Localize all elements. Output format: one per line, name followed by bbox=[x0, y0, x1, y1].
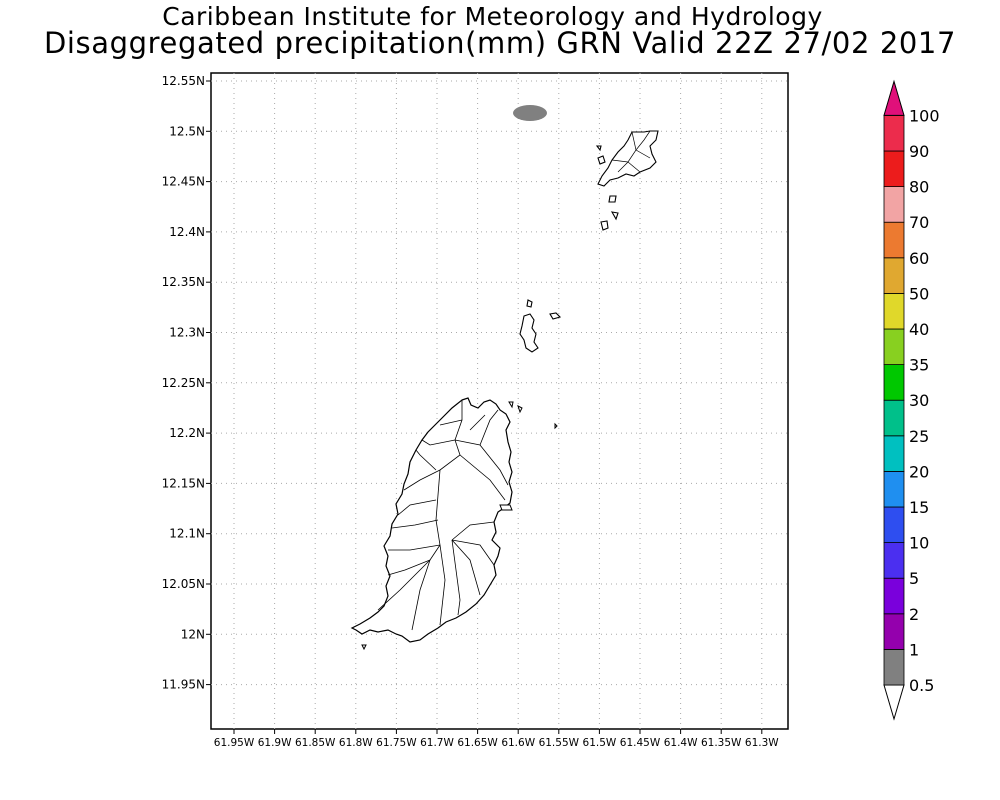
colorbar-label: 35 bbox=[909, 356, 929, 375]
colorbar-label: 50 bbox=[909, 284, 929, 303]
lon-tick-label: 61.4W bbox=[664, 737, 698, 749]
title-line-1: Caribbean Institute for Meteorology and … bbox=[162, 2, 823, 31]
colorbar-label: 5 bbox=[909, 569, 919, 588]
map-frame bbox=[210, 72, 789, 730]
colorbar-label: 20 bbox=[909, 462, 929, 481]
colorbar-segment bbox=[883, 257, 905, 294]
lat-tick-label: 12.25N bbox=[162, 376, 205, 390]
colorbar-low-triangle bbox=[883, 684, 905, 721]
lat-tick-label: 12.15N bbox=[162, 476, 205, 490]
colorbar-label: 100 bbox=[909, 106, 940, 125]
colorbar-label: 30 bbox=[909, 391, 929, 410]
watershed-lines bbox=[377, 400, 509, 631]
lat-tick-label: 12.05N bbox=[162, 577, 205, 591]
title-line-2: Disaggregated precipitation(mm) GRN Vali… bbox=[43, 26, 957, 60]
colorbar-segment bbox=[883, 292, 905, 330]
lat-tick-label: 12.4N bbox=[169, 225, 205, 239]
colorbar-label: 10 bbox=[909, 534, 929, 553]
colorbar-segment bbox=[883, 150, 905, 187]
colorbar-segment bbox=[883, 506, 905, 543]
colorbar-segment bbox=[883, 613, 905, 650]
lat-tick-label: 12N bbox=[181, 627, 205, 641]
lat-tick-label: 12.35N bbox=[162, 275, 205, 289]
lon-tick-label: 61.3W bbox=[745, 737, 779, 749]
colorbar-segment bbox=[883, 328, 905, 365]
colorbar-segment bbox=[883, 649, 905, 686]
colorbar-label: 1 bbox=[909, 640, 919, 659]
carriacou-island bbox=[595, 130, 659, 231]
colorbar-segment bbox=[883, 399, 905, 437]
colorbar-label: 70 bbox=[909, 213, 929, 232]
lon-tick-label: 61.55W bbox=[539, 737, 580, 749]
lat-tick-label: 11.95N bbox=[162, 678, 205, 692]
lon-tick-label: 61.45W bbox=[620, 737, 661, 749]
colorbar-segment bbox=[883, 115, 905, 152]
colorbar-label: 60 bbox=[909, 249, 929, 268]
lat-tick-label: 12.55N bbox=[162, 74, 205, 88]
gridlines bbox=[211, 73, 788, 729]
lat-tick-label: 12.1N bbox=[169, 527, 205, 541]
lon-tick-label: 61.8W bbox=[339, 737, 373, 749]
lat-tick-label: 12.2N bbox=[169, 426, 205, 440]
colorbar-label: 2 bbox=[909, 605, 919, 624]
axis-ticks: 12.55N 12.5N 12.45N 12.4N 12.35N 12.3N 12.25N 1… bbox=[162, 74, 780, 749]
colorbar-label: 0.5 bbox=[909, 676, 934, 695]
colorbar-segment bbox=[883, 221, 905, 259]
colorbar-label: 90 bbox=[909, 142, 929, 161]
colorbar-segment bbox=[883, 364, 905, 401]
islets bbox=[361, 401, 558, 651]
lon-tick-label: 61.6W bbox=[501, 737, 535, 749]
lat-tick-label: 12.45N bbox=[162, 175, 205, 189]
colorbar-high-triangle bbox=[883, 79, 905, 116]
colorbar-label: 15 bbox=[909, 498, 929, 517]
lon-tick-label: 61.65W bbox=[457, 737, 498, 749]
lon-tick-label: 61.9W bbox=[258, 737, 292, 749]
colorbar-label: 80 bbox=[909, 178, 929, 197]
lon-tick-label: 61.75W bbox=[376, 737, 417, 749]
lon-tick-label: 61.5W bbox=[583, 737, 617, 749]
colorbar-label: 25 bbox=[909, 427, 929, 446]
colorbar-segment bbox=[883, 577, 905, 615]
ronde-island bbox=[519, 299, 562, 353]
carriacou-lines bbox=[611, 130, 651, 173]
colorbar-segment bbox=[883, 186, 905, 223]
grenada-island bbox=[350, 397, 513, 643]
colorbar-segment bbox=[883, 435, 905, 472]
colorbar-segment bbox=[883, 542, 905, 579]
lon-tick-label: 61.35W bbox=[701, 737, 742, 749]
lon-tick-label: 61.85W bbox=[295, 737, 336, 749]
lat-tick-label: 12.5N bbox=[169, 124, 205, 138]
lat-tick-label: 12.3N bbox=[169, 326, 205, 340]
lon-tick-label: 61.95W bbox=[214, 737, 255, 749]
colorbar-label: 40 bbox=[909, 320, 929, 339]
rain-cell bbox=[513, 105, 547, 121]
lon-tick-label: 61.7W bbox=[420, 737, 454, 749]
colorbar-segment bbox=[883, 470, 905, 508]
